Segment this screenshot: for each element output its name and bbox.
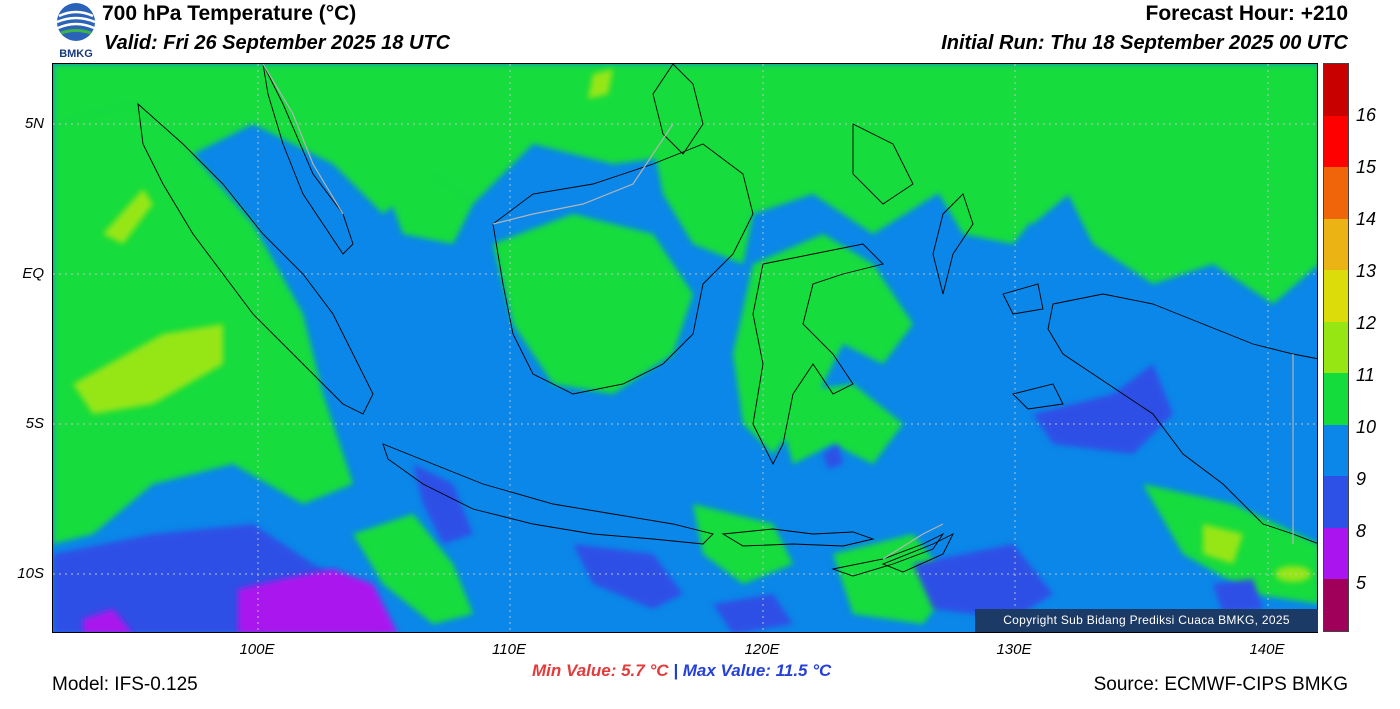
minmax-separator: | bbox=[673, 661, 679, 680]
legend-swatch-6 bbox=[1324, 373, 1348, 425]
bmkg-logo: BMKG bbox=[52, 2, 100, 60]
legend-label-15: 15 bbox=[1356, 157, 1377, 177]
lon-label-130e: 130E bbox=[996, 641, 1032, 658]
legend-swatch-8 bbox=[1324, 476, 1348, 528]
lon-label-100e: 100E bbox=[239, 641, 275, 658]
model-label: Model: IFS-0.125 bbox=[52, 674, 198, 695]
legend-colorbar bbox=[1323, 63, 1349, 632]
max-value: Max Value: 11.5 °C bbox=[682, 661, 832, 680]
legend-swatch-5 bbox=[1324, 321, 1348, 374]
legend-swatch-1 bbox=[1324, 115, 1348, 168]
legend-label-16: 16 bbox=[1356, 105, 1377, 125]
lat-label-5n: 5N bbox=[24, 115, 44, 132]
legend-label-10: 10 bbox=[1356, 417, 1377, 437]
legend-swatch-3 bbox=[1324, 218, 1348, 271]
legend-label-9: 9 bbox=[1356, 469, 1367, 489]
legend-label-8: 8 bbox=[1356, 521, 1367, 541]
legend-swatch-2 bbox=[1324, 167, 1348, 219]
legend-label-12: 12 bbox=[1356, 313, 1377, 333]
forecast-hour: Forecast Hour: +210 bbox=[1145, 2, 1349, 25]
source-label: Source: ECMWF-CIPS BMKG bbox=[1093, 674, 1348, 695]
copyright-notice: Copyright Sub Bidang Prediksi Cuaca BMKG… bbox=[975, 609, 1318, 632]
logo-text: BMKG bbox=[59, 48, 93, 60]
min-max-values: Min Value: 5.7 °C | Max Value: 11.5 °C bbox=[532, 661, 831, 681]
lat-label-eq: EQ bbox=[22, 265, 44, 282]
legend-label-14: 14 bbox=[1356, 209, 1377, 229]
initial-run: Initial Run: Thu 18 September 2025 00 UT… bbox=[941, 32, 1348, 54]
lat-label-5s: 5S bbox=[25, 415, 44, 432]
legend-swatch-0 bbox=[1324, 64, 1348, 116]
legend-swatch-9 bbox=[1324, 527, 1348, 580]
legend-label-5: 5 bbox=[1356, 573, 1367, 593]
lon-label-110e: 110E bbox=[492, 641, 526, 658]
valid-time: Valid: Fri 26 September 2025 18 UTC bbox=[104, 32, 451, 54]
lon-label-140e: 140E bbox=[1249, 641, 1285, 658]
min-value: Min Value: 5.7 °C bbox=[532, 661, 669, 680]
chart-title: 700 hPa Temperature (°C) bbox=[102, 2, 357, 25]
temperature-map bbox=[52, 63, 1318, 633]
lat-label-10s: 10S bbox=[17, 565, 44, 582]
legend-label-13: 13 bbox=[1356, 261, 1377, 281]
legend-swatch-7 bbox=[1324, 424, 1348, 477]
legend-swatch-4 bbox=[1324, 270, 1348, 322]
lon-label-120e: 120E bbox=[744, 641, 780, 658]
legend-label-11: 11 bbox=[1356, 365, 1375, 385]
legend-swatch-10 bbox=[1324, 579, 1348, 632]
